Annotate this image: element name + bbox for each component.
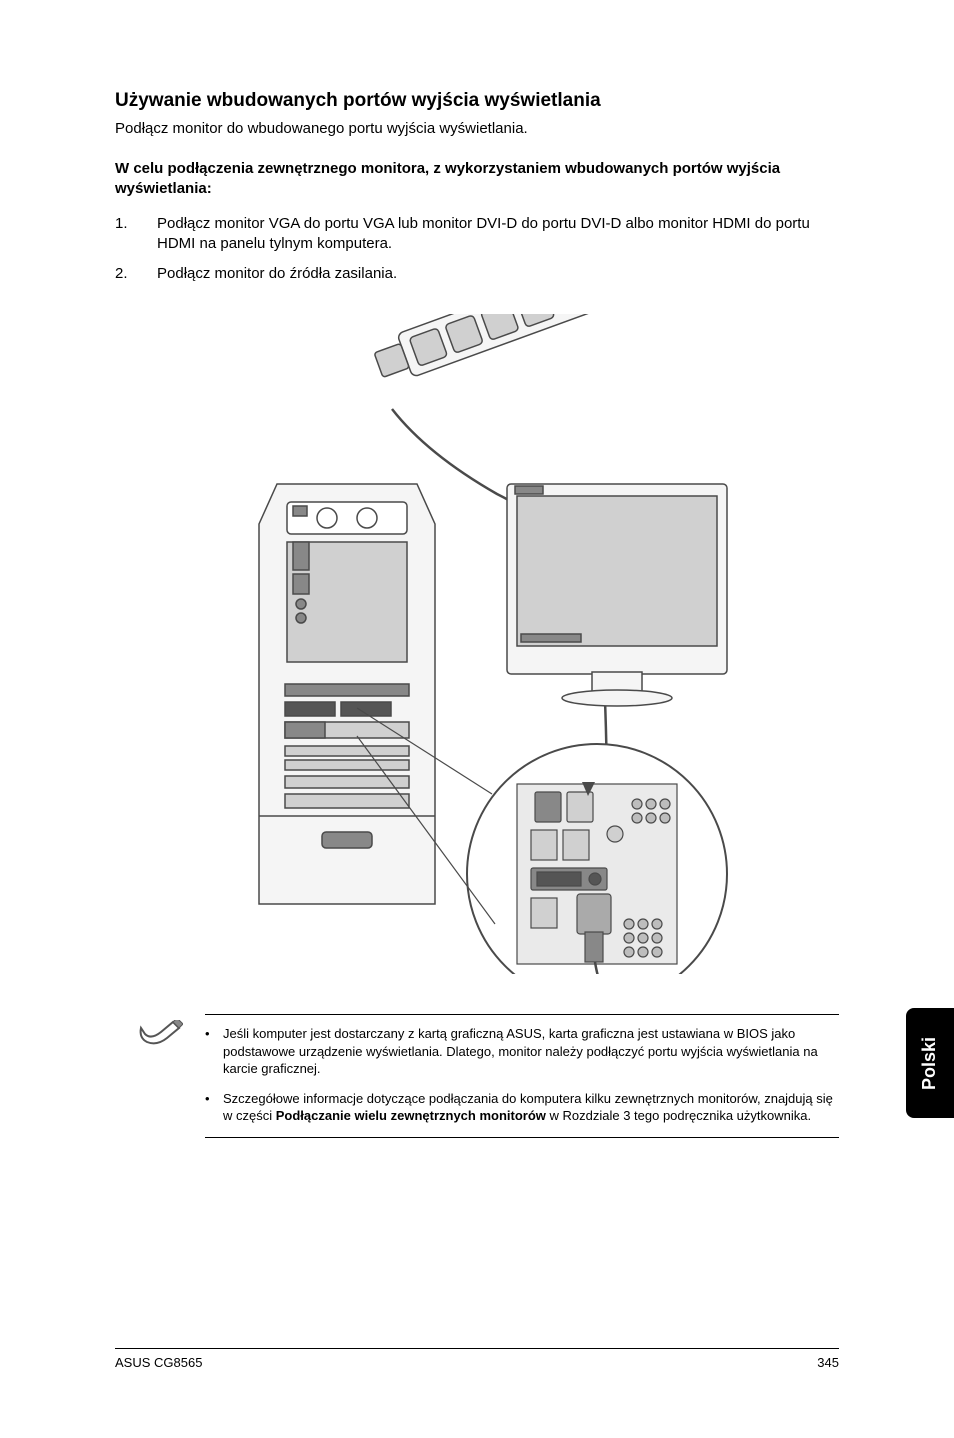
note-block: Jeśli komputer jest dostarczany z kartą … [115,1014,839,1138]
language-side-tab: Polski [906,1008,954,1118]
section-title: Używanie wbudowanych portów wyjścia wyśw… [115,90,839,112]
note-item: Szczegółowe informacje dotyczące podłącz… [205,1090,839,1125]
note-icon-column [115,1014,205,1138]
connection-diagram [115,304,839,984]
note-text-suffix: w Rozdziale 3 tego podręcznika użytkowni… [546,1108,811,1123]
note-text: Jeśli komputer jest dostarczany z kartą … [223,1026,818,1076]
step-text: Podłącz monitor do źródła zasilania. [157,264,397,284]
language-label: Polski [920,1036,941,1089]
step-list: 1. Podłącz monitor VGA do portu VGA lub … [115,214,839,285]
note-pencil-icon [137,1020,183,1056]
page-content: Używanie wbudowanych portów wyjścia wyśw… [0,0,954,1138]
footer-product: ASUS CG8565 [115,1355,202,1370]
step-item: 2. Podłącz monitor do źródła zasilania. [115,264,839,284]
note-text-column: Jeśli komputer jest dostarczany z kartą … [205,1014,839,1138]
sub-heading: W celu podłączenia zewnętrznego monitora… [115,159,839,200]
footer-page-number: 345 [817,1355,839,1370]
diagram-svg [197,314,757,974]
step-number: 1. [115,214,157,255]
step-item: 1. Podłącz monitor VGA do portu VGA lub … [115,214,839,255]
note-text-bold: Podłączanie wielu zewnętrznych monitorów [276,1108,546,1123]
step-text: Podłącz monitor VGA do portu VGA lub mon… [157,214,839,255]
step-number: 2. [115,264,157,284]
note-item: Jeśli komputer jest dostarczany z kartą … [205,1025,839,1078]
intro-text: Podłącz monitor do wbudowanego portu wyj… [115,120,839,137]
page-footer: ASUS CG8565 345 [115,1348,839,1370]
